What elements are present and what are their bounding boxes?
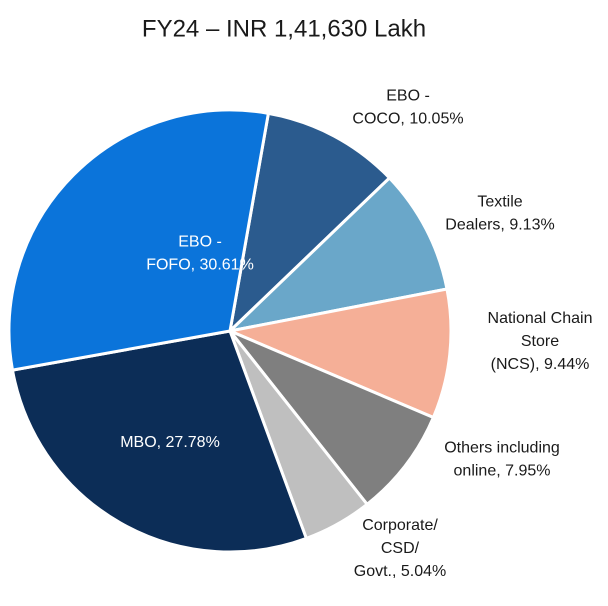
pie-slice — [10, 329, 309, 554]
pie-slice — [224, 287, 453, 420]
slice-label: Corporate/ — [362, 517, 438, 534]
pie-slice — [227, 111, 392, 336]
slice-label: online, 7.95% — [454, 463, 551, 480]
slice-label: COCO, 10.05% — [352, 111, 463, 128]
slice-label: (NCS), 9.44% — [491, 356, 590, 373]
slice-label: CSD/ — [381, 540, 420, 557]
slice-label: EBO - — [178, 234, 222, 251]
slice-label: Govt., 5.04% — [354, 563, 447, 580]
slice-label: Dealers, 9.13% — [445, 217, 554, 234]
slice-label: EBO - — [386, 88, 430, 105]
slice-label: National Chain — [488, 310, 593, 327]
slice-label: Store — [521, 333, 559, 350]
slice-label: MBO, 27.78% — [120, 434, 220, 451]
pie-slice — [225, 175, 449, 334]
pie-slice — [7, 108, 271, 372]
slice-label: Others including — [444, 440, 560, 457]
pie-slice — [228, 329, 436, 507]
chart-title: FY24 – INR 1,41,630 Lakh — [142, 15, 426, 42]
slice-label: FOFO, 30.61% — [146, 257, 254, 274]
slice-label: Textile — [477, 194, 522, 211]
